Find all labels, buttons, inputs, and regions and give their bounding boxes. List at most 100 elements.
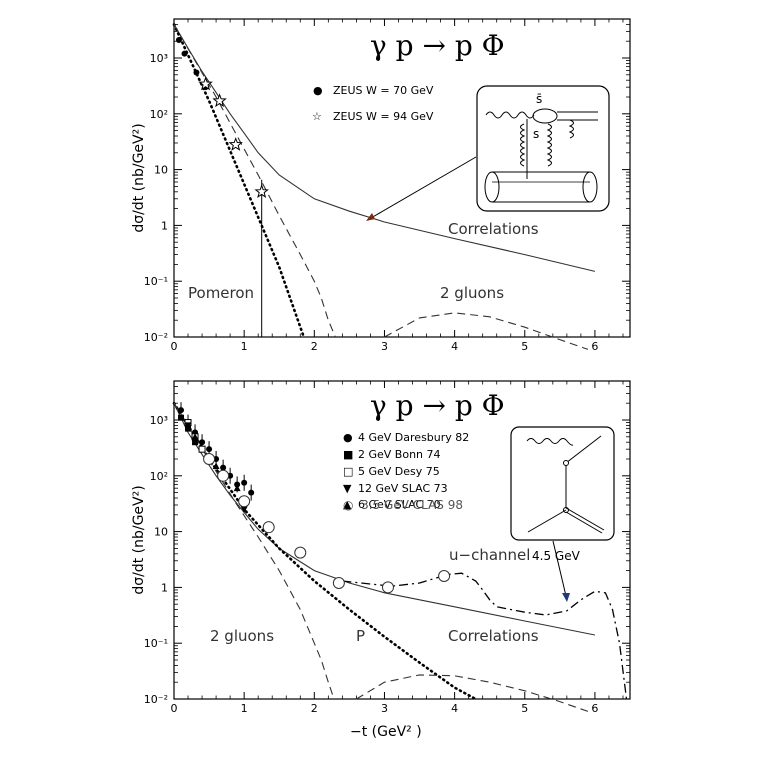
pointer-arrow	[370, 156, 477, 219]
x-tick-label: 2	[311, 340, 318, 353]
photon-line	[526, 438, 574, 446]
y-tick-label: 10	[154, 164, 168, 177]
legend-marker: ■	[343, 448, 353, 461]
zeus-w-94-gev-point	[198, 76, 213, 91]
4-gev-daresbury-82-point	[199, 439, 206, 446]
p-curve	[172, 401, 477, 701]
legend-marker: ▲	[343, 498, 352, 511]
y-axis-label: dσ/dt (nb/GeV²)	[131, 123, 147, 232]
legend-label: ZEUS W = 70 GeV	[333, 84, 434, 97]
legend-marker: ▼	[343, 482, 352, 495]
top-panel: γ p → p Φ dσ/dt (nb/GeV²) 0 1 2 3 4 5 6 10⁻² 10⁻…	[131, 18, 631, 353]
legend-marker: ○	[343, 498, 354, 512]
axes: 0 1 2 3 4 5 6 10⁻² 10⁻¹ 1 10 10² 10³	[144, 18, 630, 353]
legend-clas-row: ○ 3.5 GeV CLAS 98	[343, 498, 463, 512]
3-5-gev-clas-98-point	[438, 570, 451, 583]
legend-marker: ☆	[312, 110, 322, 123]
legend-label: 4 GeV Daresbury 82	[358, 431, 469, 444]
y-tick-label: 10³	[150, 52, 168, 65]
legend-marker: ●	[313, 84, 323, 97]
y-tick-label: 10³	[150, 414, 168, 427]
x-tick-label: 4	[451, 340, 458, 353]
x-tick-label: 3	[381, 340, 388, 353]
sbar-label: s̄	[536, 92, 542, 106]
arrow-head	[562, 593, 570, 602]
5-gev-desy-75-point	[198, 445, 206, 453]
2-gluons-curve	[356, 674, 589, 712]
4-gev-daresbury-82-point	[206, 446, 213, 453]
zeus-w-94-gev-point	[228, 137, 243, 151]
gluons-label: 2 gluons	[210, 627, 274, 645]
legend-label: 12 GeV SLAC 73	[358, 482, 448, 495]
legend-label: 3.5 GeV CLAS 98	[361, 498, 463, 512]
y-tick-label: 10⁻¹	[144, 275, 168, 288]
gluon-line	[568, 119, 574, 139]
12-gev-slac-73-point	[184, 422, 192, 429]
legend-marker: ●	[343, 431, 353, 444]
y-tick-label: 1	[161, 219, 168, 232]
x-tick-label: 1	[241, 340, 248, 353]
legend-label: 5 GeV Desy 75	[358, 465, 440, 478]
3-5-gev-clas-98-point	[203, 453, 216, 466]
4-gev-daresbury-82-point	[241, 479, 248, 486]
3-5-gev-clas-98-point	[238, 495, 251, 508]
pointer-arrow	[552, 540, 567, 597]
4-gev-daresbury-82-point	[178, 407, 185, 414]
x-tick-label: 2	[311, 702, 318, 715]
x-tick-label: 5	[521, 702, 528, 715]
y-tick-label: 10²	[150, 470, 168, 483]
arrow-head	[366, 213, 375, 221]
zeus-w-94-gev-point	[254, 184, 269, 198]
y-axis-label: dσ/dt (nb/GeV²)	[131, 485, 147, 594]
6-gev-slac-70-point	[233, 484, 241, 492]
4-gev-daresbury-82-point	[248, 489, 255, 496]
x-tick-label: 3	[381, 702, 388, 715]
legend-marker: □	[343, 465, 353, 478]
3-5-gev-clas-98-point	[332, 576, 345, 589]
data-points	[178, 402, 451, 594]
legend-label: 2 GeV Bonn 74	[358, 448, 441, 461]
3-5-gev-clas-98-point	[381, 581, 394, 594]
correlations-curve	[173, 24, 596, 272]
gluons-label: 2 gluons	[440, 284, 504, 302]
correlations-label: Correlations	[448, 627, 539, 645]
photon-line	[485, 111, 535, 119]
feynman-inset	[510, 426, 615, 541]
zeus-w-70-gev-point	[193, 69, 200, 76]
chart-title: γ p → p Φ	[370, 389, 505, 422]
x-tick-label: 5	[521, 340, 528, 353]
x-axis-label: −t (GeV² )	[350, 724, 422, 740]
zeus-w-94-gev-point	[212, 93, 227, 108]
2-gluons-curve	[173, 24, 336, 338]
6-gev-slac-70-point	[212, 462, 220, 469]
inset-box	[476, 85, 610, 212]
2-gluons-curve	[384, 312, 589, 350]
axes: 0 1 2 3 4 5 6 10⁻² 10⁻¹ 1 10 10² 10³	[144, 380, 630, 715]
y-tick-label: 10⁻²	[144, 331, 168, 344]
x-tick-label: 4	[451, 702, 458, 715]
2-gev-bonn-74-point	[192, 439, 199, 446]
3-5-gev-clas-98-point	[217, 469, 230, 482]
legend-label: ZEUS W = 94 GeV	[333, 110, 434, 123]
zeus-w-70-gev-point	[181, 50, 188, 57]
4-gev-daresbury-82-point	[220, 464, 227, 471]
x-tick-label: 0	[171, 702, 178, 715]
y-tick-label: 10⁻²	[144, 693, 168, 706]
x-tick-label: 0	[171, 340, 178, 353]
3-5-gev-clas-98-point	[262, 521, 275, 534]
u-channel-label: u−channel	[449, 546, 530, 564]
u-channel-curve	[342, 572, 628, 700]
12-gev-slac-73-point	[240, 506, 248, 513]
y-tick-label: 10	[154, 526, 168, 539]
feynman-inset: s̄ s	[476, 85, 610, 212]
6-gev-slac-70-point	[191, 433, 199, 440]
x-tick-label: 6	[591, 702, 598, 715]
pomeron-label: P	[356, 627, 365, 645]
y-tick-label: 10²	[150, 108, 168, 121]
y-tick-label: 1	[161, 581, 168, 594]
3-5-gev-clas-98-point	[294, 546, 307, 559]
legend-label: 6 GeV SLAC 70	[358, 498, 441, 511]
legend: ● ZEUS W = 70 GeV ☆ ZEUS W = 94 GeV	[312, 84, 434, 123]
